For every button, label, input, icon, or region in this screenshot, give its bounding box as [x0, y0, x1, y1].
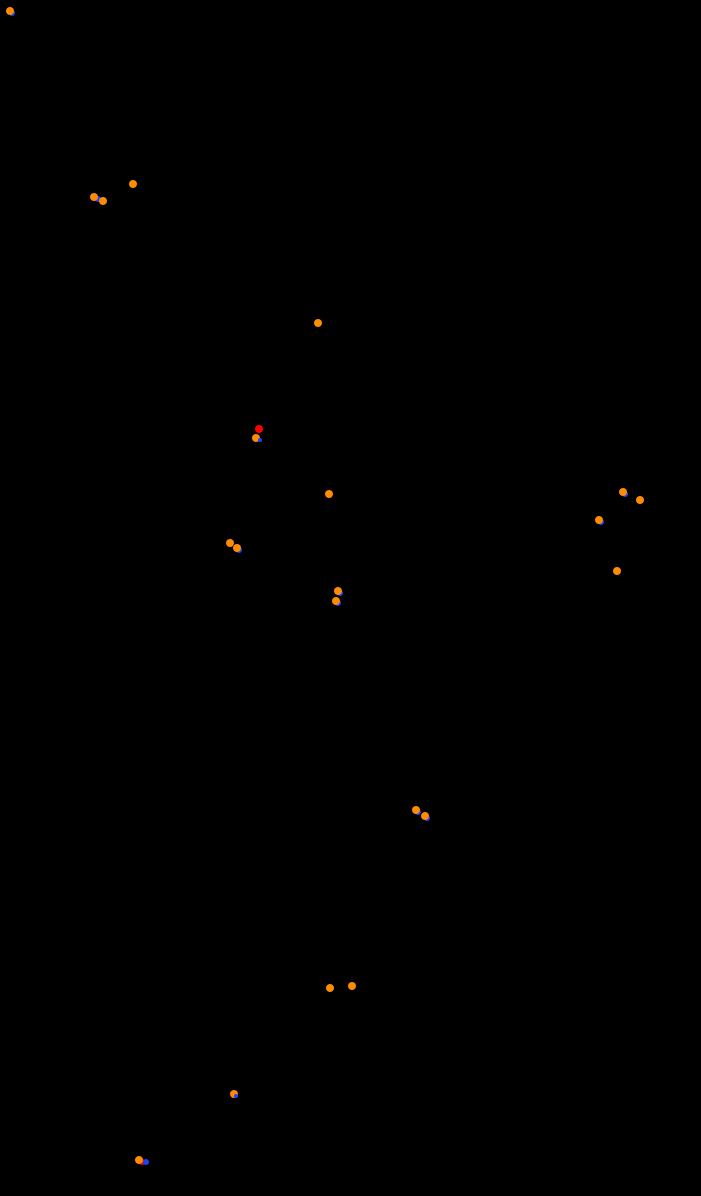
- scatter-point: [334, 587, 342, 595]
- scatter-point: [233, 544, 241, 552]
- scatter-point: [595, 516, 603, 524]
- scatter-point: [412, 806, 420, 814]
- scatter-point: [636, 496, 644, 504]
- scatter-point: [90, 193, 98, 201]
- scatter-point: [421, 812, 429, 820]
- scatter-point: [613, 567, 621, 575]
- scatter-point: [6, 7, 14, 15]
- scatter-point: [258, 438, 262, 442]
- scatter-point: [234, 1094, 238, 1098]
- scatter-point: [314, 319, 322, 327]
- scatter-point: [255, 425, 263, 433]
- scatter-point: [326, 984, 334, 992]
- scatter-point: [348, 982, 356, 990]
- scatter-point: [143, 1159, 149, 1165]
- scatter-point: [325, 490, 333, 498]
- scatter-point: [99, 197, 107, 205]
- scatter-point: [135, 1156, 143, 1164]
- scatter-chart: [0, 0, 701, 1196]
- scatter-point: [619, 488, 627, 496]
- scatter-point: [129, 180, 137, 188]
- scatter-point: [332, 597, 340, 605]
